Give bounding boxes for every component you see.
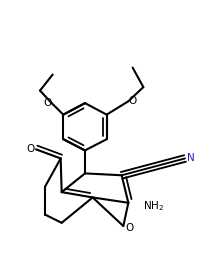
Text: O: O [43,98,51,108]
Text: O: O [26,144,35,154]
Text: NH$_2$: NH$_2$ [143,200,165,214]
Text: O: O [125,223,134,233]
Text: O: O [129,96,137,106]
Text: N: N [187,153,194,163]
